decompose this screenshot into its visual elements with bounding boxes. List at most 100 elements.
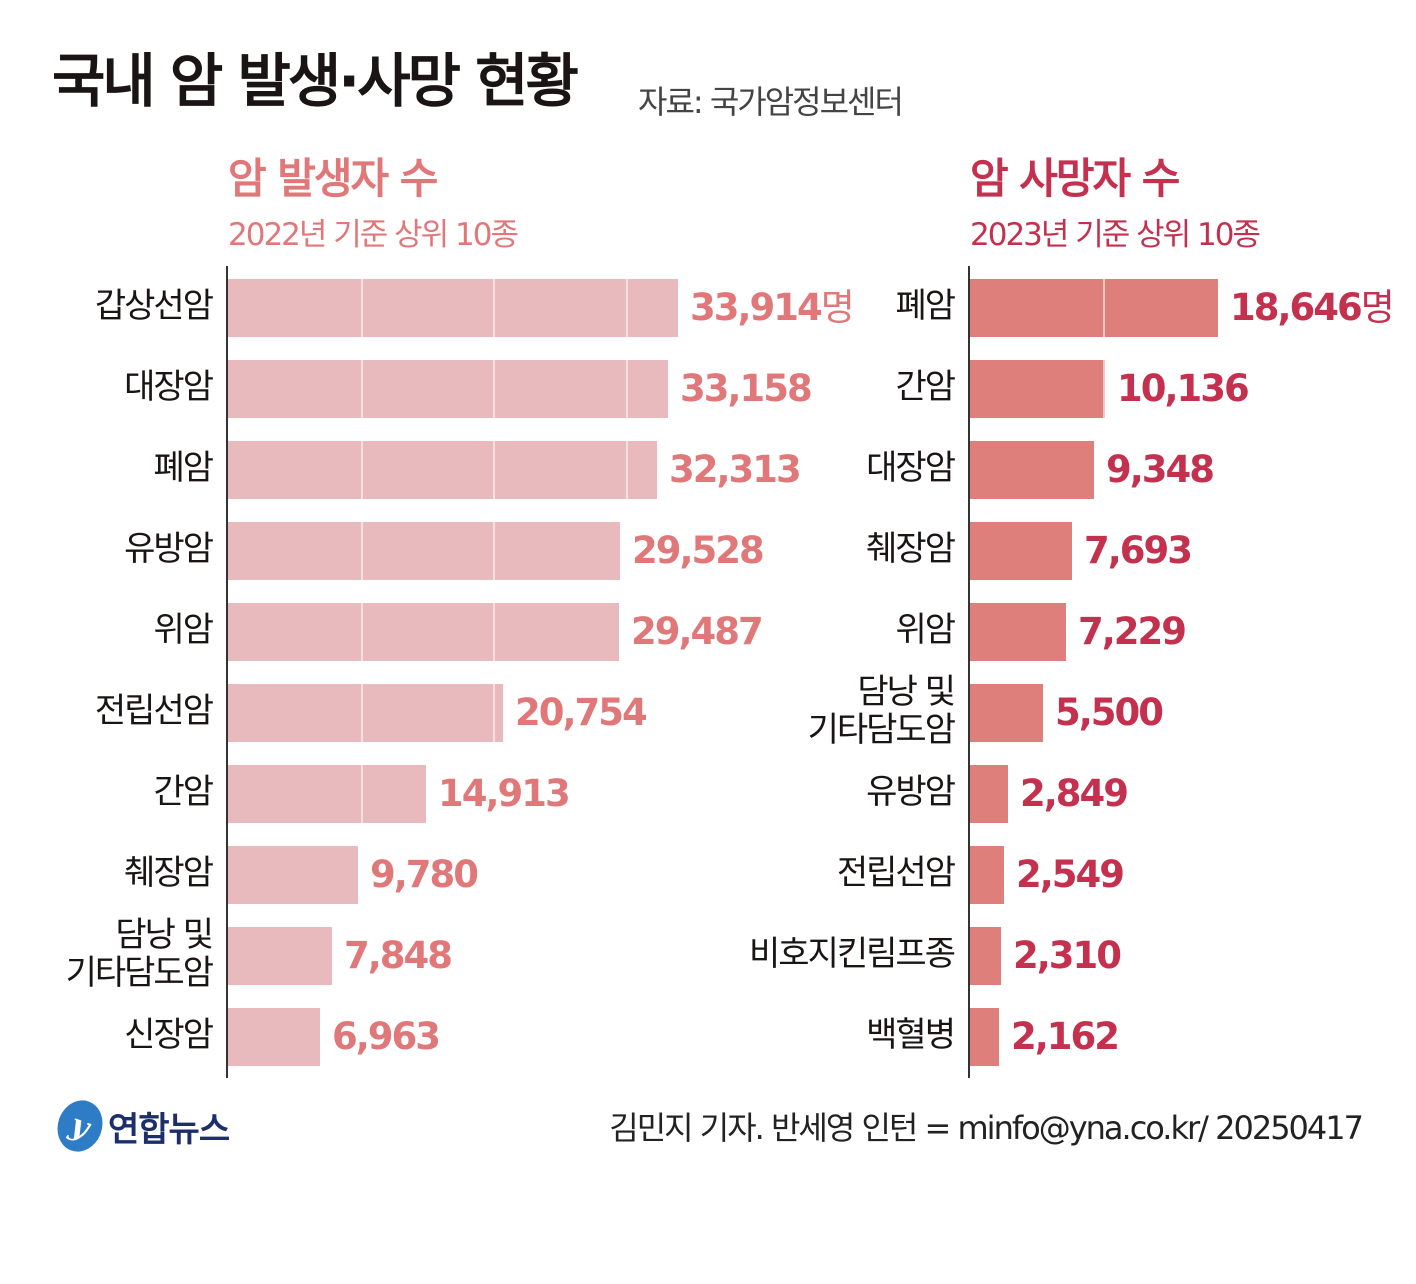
bar-gridline (493, 684, 495, 742)
incidence-bar (228, 765, 426, 823)
value-number: 9,348 (1106, 448, 1215, 491)
bar-gridline (493, 603, 495, 661)
bar-gridline (361, 279, 363, 337)
value-number: 10,136 (1117, 367, 1250, 410)
value-unit: 명 (1360, 286, 1395, 329)
incidence-category-label: 담낭 및 기타담도암 (65, 915, 214, 993)
value-number: 2,849 (1020, 772, 1129, 815)
mortality-bar (970, 684, 1043, 742)
incidence-category-label: 췌장암 (124, 854, 214, 892)
mortality-bar (970, 603, 1066, 661)
mortality-category-label: 전립선암 (837, 854, 956, 892)
mortality-chart-title: 암 사망자 수 (970, 154, 1180, 203)
incidence-value-label: 33,914명 (690, 286, 855, 329)
bar-gridline (361, 522, 363, 580)
category-label-line: 비호지킨림프종 (749, 934, 956, 974)
category-label-line: 백혈병 (866, 1015, 956, 1055)
bar-gridline (361, 441, 363, 499)
bar-gridline (626, 441, 628, 499)
incidence-category-label: 갑상선암 (94, 286, 214, 326)
incidence-category-label: 위암 (153, 610, 214, 650)
mortality-value-label: 10,136 (1117, 367, 1250, 410)
yonhap-logo: y 연합뉴스 (50, 1094, 230, 1158)
category-label-line: 유방암 (866, 772, 956, 812)
value-number: 5,500 (1055, 691, 1164, 734)
mortality-value-label: 9,348 (1106, 448, 1215, 491)
category-label-line: 췌장암 (866, 529, 956, 569)
incidence-value-label: 14,913 (438, 772, 571, 815)
bar-gridline (493, 441, 495, 499)
incidence-bar (228, 846, 358, 904)
category-label-line: 위암 (895, 610, 956, 650)
category-label-line: 기타담도암 (65, 953, 214, 993)
incidence-value-label: 9,780 (370, 856, 479, 893)
incidence-bar (228, 441, 657, 499)
value-number: 33,914 (690, 286, 823, 329)
incidence-value-label: 33,158 (680, 367, 813, 410)
incidence-bar (228, 603, 619, 661)
incidence-category-label: 유방암 (124, 529, 214, 569)
mortality-bar (970, 927, 1001, 985)
mortality-category-label: 폐암 (895, 287, 956, 325)
mortality-bar (970, 360, 1105, 418)
bar-gridline (493, 522, 495, 580)
incidence-category-label: 전립선암 (94, 691, 214, 731)
category-label-line: 유방암 (124, 529, 214, 569)
mortality-bar (970, 279, 1218, 337)
mortality-category-label: 췌장암 (866, 529, 956, 569)
incidence-value-label: 7,848 (344, 937, 453, 974)
category-label-line: 간암 (153, 772, 214, 812)
mortality-axis-line (968, 266, 970, 1078)
incidence-bar (228, 1008, 320, 1066)
bar-gridline (361, 360, 363, 418)
category-label-line: 위암 (153, 610, 214, 650)
incidence-bar (228, 522, 620, 580)
incidence-category-label: 폐암 (153, 449, 214, 487)
mortality-chart-subtitle: 2023년 기준 상위 10종 (970, 217, 1261, 253)
mortality-value-label: 7,229 (1078, 613, 1187, 650)
value-number: 29,528 (632, 529, 765, 572)
mortality-value-label: 2,162 (1011, 1018, 1120, 1055)
category-label-line: 전립선암 (94, 691, 214, 731)
incidence-value-label: 20,754 (515, 694, 648, 731)
mortality-category-label: 비호지킨림프종 (749, 934, 956, 974)
incidence-value-label: 29,487 (631, 613, 764, 650)
incidence-chart-title: 암 발생자 수 (228, 154, 438, 203)
mortality-bar (970, 846, 1004, 904)
mortality-category-label: 담낭 및 기타담도암 (807, 673, 956, 750)
value-number: 14,913 (438, 772, 571, 815)
incidence-axis-line (226, 266, 228, 1078)
category-label-line: 기타담도암 (807, 710, 956, 750)
bar-gridline (361, 603, 363, 661)
value-number: 7,693 (1084, 529, 1193, 572)
incidence-bar (228, 279, 678, 337)
logo-text: 연합뉴스 (108, 1109, 230, 1150)
source-note: 자료: 국가암정보센터 (638, 83, 904, 121)
value-unit: 명 (820, 286, 855, 329)
category-label-line: 신장암 (124, 1015, 214, 1055)
value-number: 2,310 (1013, 934, 1122, 977)
mortality-bar (970, 1008, 999, 1066)
value-number: 6,963 (332, 1015, 441, 1058)
mortality-value-label: 2,549 (1016, 856, 1125, 893)
page-title: 국내 암 발생·사망 현황 (52, 47, 579, 115)
mortality-category-label: 대장암 (866, 449, 956, 487)
mortality-value-label: 5,500 (1055, 691, 1164, 734)
credit-line: 김민지 기자. 반세영 인턴 = minfo@yna.co.kr/ 202504… (609, 1109, 1364, 1147)
incidence-bar (228, 360, 668, 418)
category-label-line: 갑상선암 (94, 286, 214, 326)
value-number: 18,646 (1230, 286, 1363, 329)
mortality-bar (970, 765, 1008, 823)
value-number: 33,158 (680, 367, 813, 410)
incidence-value-label: 6,963 (332, 1015, 441, 1058)
incidence-bar (228, 927, 332, 985)
mortality-category-label: 간암 (895, 367, 956, 407)
yonhap-globe-icon: y (50, 1094, 110, 1158)
incidence-category-label: 간암 (153, 772, 214, 812)
mortality-category-label: 위암 (895, 610, 956, 650)
mortality-value-label: 2,849 (1020, 772, 1129, 815)
incidence-category-label: 대장암 (124, 368, 214, 406)
mortality-value-label: 2,310 (1013, 934, 1122, 977)
category-label-line: 담낭 및 (115, 915, 214, 955)
category-label-line: 간암 (895, 367, 956, 407)
